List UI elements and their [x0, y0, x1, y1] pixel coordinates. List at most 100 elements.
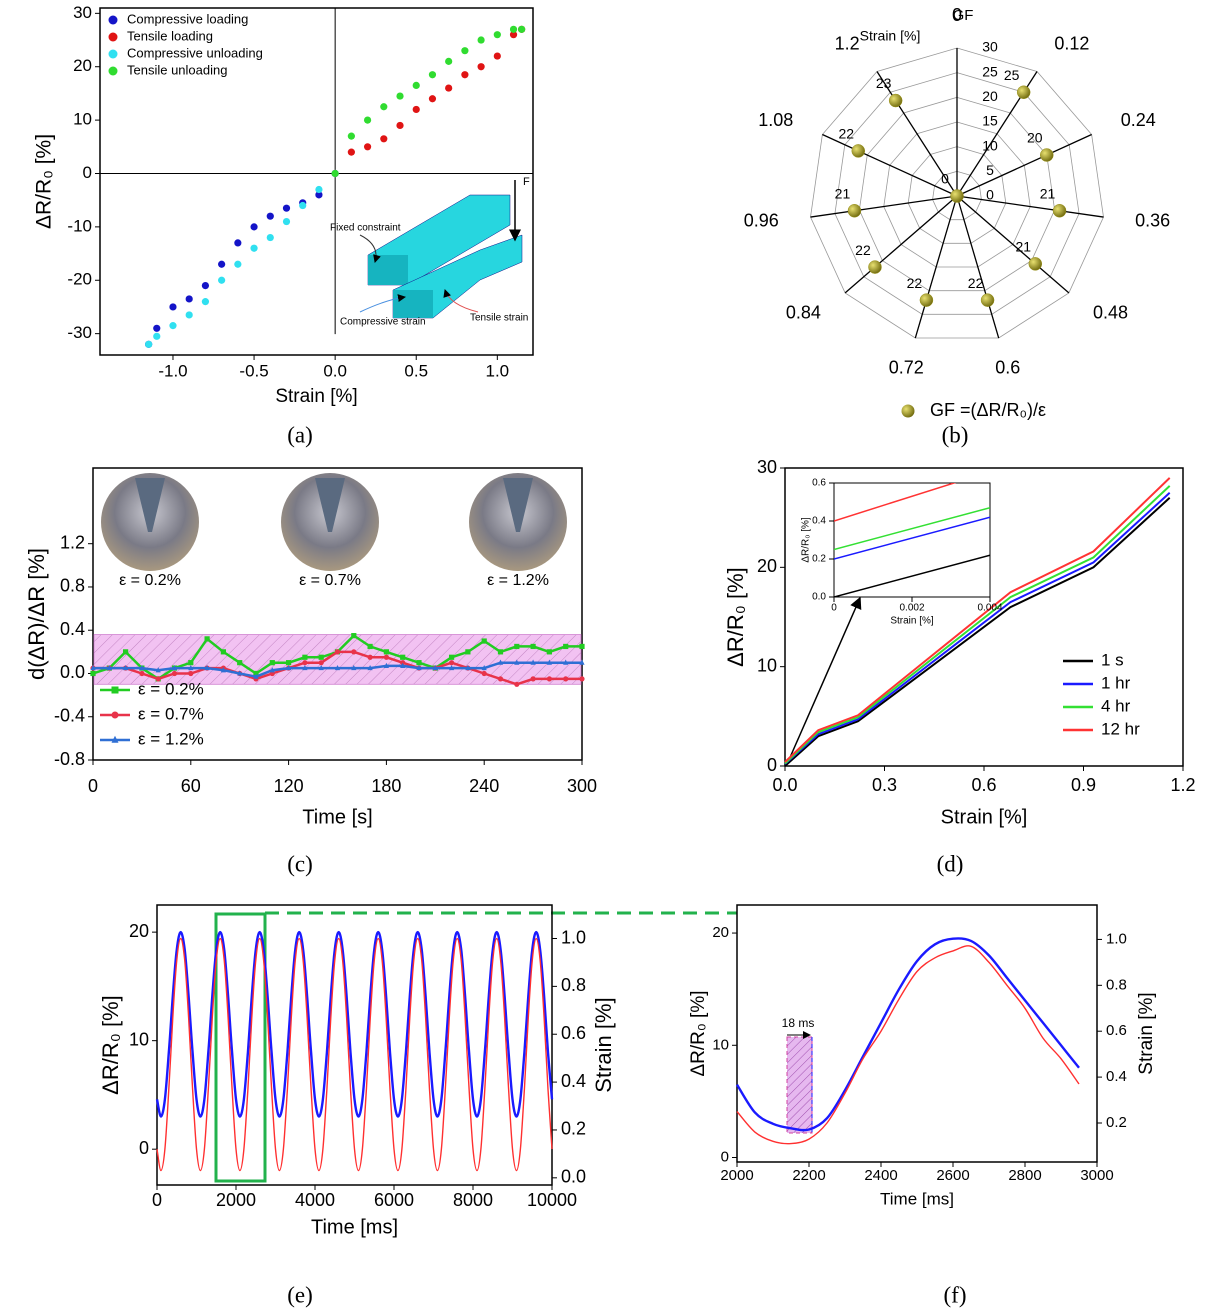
x-tick-label: 0.0	[772, 775, 797, 795]
r-tick-label: 30	[982, 39, 998, 55]
marker	[286, 660, 292, 666]
data-point	[218, 260, 226, 268]
data-line	[735, 937, 1080, 1132]
marker	[220, 649, 226, 655]
data-point	[1016, 85, 1031, 99]
data-point	[315, 185, 323, 194]
marker	[383, 662, 389, 668]
data-point	[518, 25, 526, 33]
data-point	[461, 71, 469, 79]
annotation: ε = 0.7%	[299, 572, 361, 589]
x-axis-label: Time [s]	[302, 806, 372, 828]
legend-label: 4 hr	[1101, 696, 1131, 715]
marker	[530, 643, 536, 650]
x-tick-label: 300	[567, 776, 597, 796]
inset-arrow	[787, 596, 862, 763]
marker	[465, 664, 471, 671]
legend-marker	[108, 66, 118, 76]
marker	[155, 676, 161, 682]
data-point	[847, 203, 862, 218]
data-point	[153, 332, 161, 340]
x-tick-label: 8000	[453, 1190, 493, 1210]
marker	[416, 664, 422, 671]
x-tick-label: 120	[274, 776, 304, 796]
angle-label: 0.12	[1054, 33, 1089, 53]
angle-label: 1.08	[758, 110, 793, 130]
marker	[563, 659, 569, 665]
y-axis-label: d(ΔR)/ΔR [%]	[24, 548, 49, 680]
photo-detail	[135, 478, 165, 532]
annotation: Tensile strain	[470, 313, 528, 324]
marker	[530, 676, 536, 682]
inset-line	[834, 483, 957, 522]
marker	[171, 670, 178, 677]
legend-marker	[108, 32, 118, 42]
marker	[204, 636, 210, 642]
data-point	[950, 189, 964, 203]
photo-detail	[315, 478, 345, 532]
marker	[334, 664, 341, 671]
spoke	[914, 195, 958, 339]
value-label: 23	[876, 75, 892, 91]
legend-label: 1 s	[1101, 650, 1124, 669]
data-point	[412, 81, 420, 90]
y-tick-label: 1.2	[60, 532, 85, 552]
spoke	[876, 71, 958, 197]
marker	[400, 660, 406, 666]
data-point	[380, 135, 388, 143]
data-point	[145, 340, 153, 348]
photo-group: ε = 0.2% ε = 0.7% ε = 1.2%	[101, 473, 567, 589]
data-point	[428, 71, 437, 79]
panel-label: (d)	[937, 851, 964, 876]
marker	[302, 660, 308, 666]
legend-label: GF =(ΔR/R₀)/ε	[930, 400, 1046, 420]
x-tick-label: 240	[469, 776, 499, 796]
inset-line	[834, 516, 990, 560]
marker	[286, 664, 292, 671]
x-tick-label: 4000	[295, 1190, 335, 1210]
value-label: 21	[1016, 239, 1032, 255]
legend-label: ε = 0.7%	[138, 704, 204, 723]
marker	[123, 649, 129, 655]
data-point	[299, 201, 307, 210]
marker	[497, 659, 504, 665]
x-tick-label: 0.004	[977, 603, 1002, 614]
y2-tick-label: 0.8	[561, 975, 586, 995]
data-line	[784, 492, 1171, 765]
x-axis-label: Strain [%]	[941, 806, 1028, 828]
y2-tick-label: 0.0	[561, 1167, 586, 1187]
marker	[351, 649, 357, 655]
data-point	[153, 324, 161, 332]
beam-illustration: Fixed constraint F Compressive strain Te…	[330, 176, 530, 328]
grid-ring	[907, 146, 1007, 244]
marker	[351, 633, 357, 639]
plot-frame	[736, 904, 1098, 1163]
angle-label: 0.84	[786, 303, 821, 323]
data-point	[250, 223, 258, 231]
y-tick-label: 0.6	[812, 478, 826, 489]
y-tick-label: 0.4	[60, 619, 85, 639]
data-point	[412, 105, 420, 114]
spoke	[956, 195, 1104, 218]
data-point	[493, 52, 501, 60]
data-point	[282, 204, 291, 212]
angle-label: 1.2	[835, 33, 860, 53]
marker	[111, 686, 119, 694]
marker	[400, 654, 406, 660]
marker	[139, 664, 145, 671]
marker	[237, 660, 243, 666]
radial-axis-title: GF	[953, 7, 974, 24]
y-axis-label: ΔR/R₀ [%]	[723, 567, 748, 667]
marker	[139, 670, 145, 677]
value-label: 22	[855, 242, 871, 258]
x-tick-label: 10000	[527, 1190, 577, 1210]
grid-ring	[834, 72, 1080, 315]
y-axis-label: ΔR/R₀ [%]	[98, 995, 123, 1095]
plot-frame	[92, 467, 583, 761]
x-tick-label: 3000	[1080, 1167, 1113, 1184]
data-point	[1028, 257, 1043, 271]
marker	[514, 643, 520, 650]
marker	[302, 664, 308, 671]
marker	[351, 664, 357, 671]
spoke	[822, 133, 958, 197]
